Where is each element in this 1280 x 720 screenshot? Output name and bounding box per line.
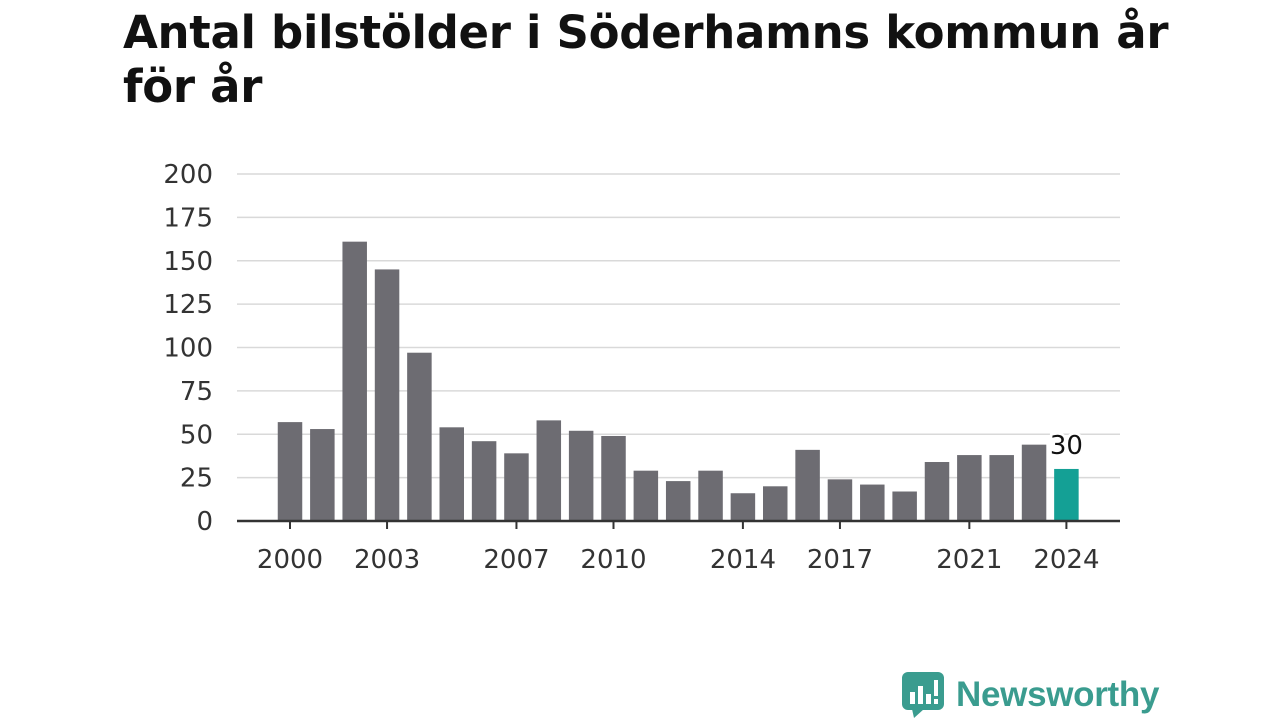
y-axis-ticks: 0 25 50 75 100 125 150 175 200: [163, 160, 213, 537]
bar-2002: [342, 241, 367, 522]
x-tick-label: 2003: [354, 545, 420, 575]
x-tick-label: 2014: [710, 545, 776, 575]
logo-text: Newsworthy: [956, 675, 1160, 714]
y-tick-label: 150: [163, 247, 213, 277]
bar-2019: [892, 491, 917, 521]
bar-2012: [665, 481, 691, 521]
y-tick-label: 75: [180, 377, 213, 407]
bar-2017: [827, 479, 853, 521]
newsworthy-logo-icon: [902, 672, 944, 718]
x-tick-label: 2024: [1033, 545, 1099, 575]
y-tick-label: 50: [180, 420, 213, 450]
bar-2018: [860, 484, 885, 521]
bar-2021: [957, 455, 982, 521]
bar-2000: [277, 422, 303, 521]
x-axis-ticks: 2000 2003 2007 2010 2014 2017 2021 2024: [257, 521, 1099, 575]
y-tick-label: 200: [163, 160, 213, 190]
y-tick-label: 0: [196, 507, 213, 537]
x-tick-label: 2021: [936, 545, 1002, 575]
bar-2003: [374, 269, 400, 521]
bar-2020: [924, 462, 950, 521]
bar-2023: [1021, 444, 1047, 521]
bars: [277, 241, 1079, 522]
bar-2006: [471, 441, 497, 521]
bar-2013: [698, 470, 723, 521]
chart-title: Antal bilstölder i Söderhamns kommun år …: [123, 6, 1169, 113]
bar-2004: [407, 352, 432, 521]
x-tick-label: 2017: [807, 545, 873, 575]
bar-2015: [763, 486, 788, 521]
bar-2009: [568, 430, 594, 521]
bar-2016: [795, 449, 820, 521]
bar-2014: [730, 493, 756, 521]
bar-2008: [536, 420, 562, 521]
bar-2001: [310, 429, 335, 521]
x-tick-label: 2000: [257, 545, 323, 575]
bar-2022: [989, 455, 1014, 521]
y-tick-label: 125: [163, 290, 213, 320]
x-tick-label: 2007: [483, 545, 549, 575]
bar-2024: [1054, 468, 1079, 521]
y-tick-label: 25: [180, 464, 213, 494]
y-tick-label: 100: [163, 334, 213, 364]
y-tick-label: 175: [163, 203, 213, 233]
data-label-2024: 30: [1050, 431, 1083, 461]
bar-2011: [633, 470, 659, 521]
bar-2007: [504, 453, 529, 521]
x-tick-label: 2010: [580, 545, 646, 575]
data-labels: 30: [1047, 428, 1085, 463]
bar-2010: [601, 435, 626, 521]
bar-2005: [439, 427, 464, 521]
newsworthy-logo: Newsworthy: [902, 670, 1159, 720]
gridlines: [237, 173, 1120, 479]
